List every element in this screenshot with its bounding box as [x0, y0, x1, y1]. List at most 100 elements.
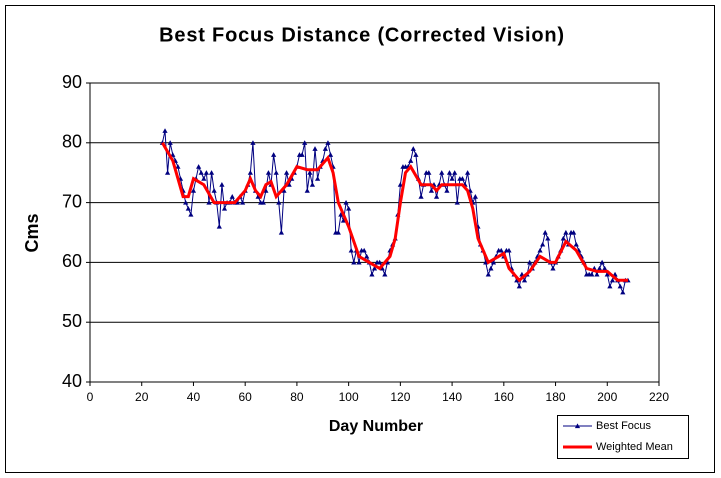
- data-point: [351, 259, 357, 265]
- data-point: [175, 164, 181, 169]
- data-point: [302, 140, 308, 145]
- data-point: [490, 259, 497, 265]
- data-point: [609, 277, 616, 283]
- data-point: [247, 170, 253, 175]
- x-tick-label: 100: [339, 390, 359, 404]
- x-tick-label: 120: [390, 390, 410, 404]
- data-point: [364, 253, 370, 259]
- data-point: [449, 176, 455, 181]
- data-point: [540, 241, 546, 247]
- x-tick-label: 180: [546, 390, 566, 404]
- data-point: [377, 259, 383, 265]
- data-point: [283, 170, 290, 175]
- series-line: [161, 142, 628, 283]
- data-point: [537, 247, 543, 253]
- data-point: [454, 200, 460, 205]
- data-point: [542, 229, 548, 235]
- data-point: [276, 200, 282, 205]
- data-point: [273, 170, 279, 175]
- legend-label: Weighted Mean: [596, 441, 673, 453]
- legend-box: [557, 415, 689, 459]
- legend-label: Best Focus: [596, 420, 652, 432]
- data-point: [299, 152, 305, 157]
- data-point: [255, 194, 261, 199]
- data-point: [185, 205, 191, 211]
- y-tick-label: 80: [62, 132, 82, 152]
- data-point: [338, 211, 344, 217]
- data-point: [589, 271, 595, 277]
- data-point: [516, 283, 522, 289]
- data-point: [229, 194, 235, 199]
- data-point: [483, 259, 489, 265]
- data-point: [428, 188, 434, 193]
- data-point: [506, 247, 512, 253]
- y-tick-label: 70: [62, 191, 82, 211]
- data-point: [617, 283, 623, 289]
- data-point: [433, 194, 440, 199]
- data-point: [343, 200, 349, 205]
- data-point: [410, 146, 416, 151]
- data-point: [550, 265, 556, 271]
- data-point: [271, 152, 277, 157]
- y-tick-label: 90: [62, 72, 82, 92]
- x-tick-label: 200: [597, 390, 617, 404]
- data-point: [322, 146, 328, 151]
- data-point: [521, 277, 528, 283]
- x-tick-label: 140: [442, 390, 462, 404]
- x-tick-label: 80: [290, 390, 304, 404]
- data-point: [208, 170, 215, 175]
- y-tick-label: 50: [62, 311, 82, 331]
- data-point: [472, 194, 478, 199]
- data-point: [325, 140, 331, 145]
- data-point: [604, 271, 610, 277]
- data-point: [607, 283, 613, 289]
- data-point: [201, 176, 207, 181]
- data-point: [498, 247, 504, 253]
- data-point: [444, 188, 450, 193]
- data-point: [371, 265, 378, 271]
- data-point: [315, 176, 321, 181]
- data-point: [446, 170, 453, 175]
- x-tick-label: 220: [649, 390, 669, 404]
- data-point: [361, 247, 367, 253]
- data-point: [545, 235, 551, 241]
- y-tick-label: 60: [62, 251, 82, 271]
- x-tick-label: 20: [135, 390, 149, 404]
- data-point: [196, 164, 202, 169]
- chart-title: Best Focus Distance (Corrected Vision): [159, 24, 565, 46]
- data-point: [198, 170, 204, 175]
- x-tick-label: 40: [187, 390, 201, 404]
- data-point: [286, 182, 292, 187]
- data-point: [221, 205, 228, 211]
- data-point: [162, 128, 168, 133]
- data-point: [234, 200, 241, 205]
- data-point: [439, 170, 445, 175]
- data-point: [281, 188, 287, 193]
- data-point: [527, 259, 533, 265]
- x-axis-label: Day Number: [329, 418, 423, 435]
- data-point: [164, 170, 171, 175]
- legend-marker: [574, 423, 581, 429]
- data-point: [346, 205, 352, 211]
- data-point: [265, 170, 272, 175]
- data-point: [263, 188, 269, 193]
- data-point: [250, 140, 256, 145]
- plot-area: [90, 83, 659, 382]
- data-point: [307, 170, 313, 175]
- data-point: [563, 229, 569, 235]
- data-point: [379, 265, 385, 271]
- x-tick-label: 60: [239, 390, 253, 404]
- data-point: [452, 170, 458, 175]
- data-point: [485, 271, 491, 277]
- data-point: [312, 146, 318, 151]
- data-point: [382, 271, 388, 277]
- data-point: [408, 158, 414, 163]
- x-tick-label: 160: [494, 390, 514, 404]
- data-point: [459, 176, 466, 181]
- data-point: [348, 247, 354, 253]
- data-point: [167, 140, 173, 145]
- data-point: [596, 265, 603, 271]
- data-point: [278, 229, 284, 235]
